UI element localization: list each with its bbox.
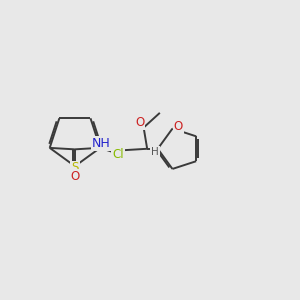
- Text: NH: NH: [92, 137, 111, 150]
- Text: H: H: [151, 147, 159, 157]
- Text: S: S: [71, 161, 79, 175]
- Text: O: O: [70, 170, 80, 183]
- Text: O: O: [174, 120, 183, 133]
- Text: Cl: Cl: [112, 148, 124, 161]
- Text: O: O: [135, 116, 144, 129]
